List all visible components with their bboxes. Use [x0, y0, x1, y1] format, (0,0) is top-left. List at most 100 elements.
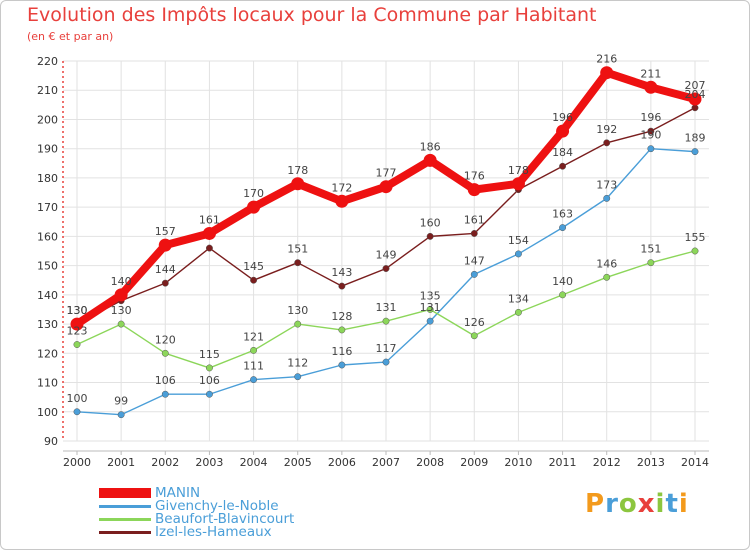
- data-point-3: [426, 232, 434, 240]
- data-point-1: [559, 224, 567, 232]
- data-point-0: [511, 177, 525, 191]
- data-label: 177: [376, 167, 397, 180]
- data-label: 211: [640, 67, 661, 80]
- logo-letter: r: [605, 489, 619, 519]
- data-label: 161: [464, 213, 485, 226]
- data-point-3: [647, 127, 655, 135]
- data-label: 196: [640, 111, 661, 124]
- data-label: 204: [685, 88, 706, 101]
- y-tick-label: 150: [37, 260, 58, 273]
- data-label: 147: [464, 254, 485, 267]
- data-point-2: [382, 317, 390, 325]
- data-label: 121: [243, 330, 264, 343]
- data-point-0: [114, 288, 128, 302]
- data-label: 154: [508, 234, 529, 247]
- data-label: 163: [552, 208, 573, 221]
- data-point-2: [338, 326, 346, 334]
- data-point-0: [423, 153, 437, 167]
- data-point-1: [73, 408, 81, 416]
- data-label: 151: [287, 243, 308, 256]
- data-point-2: [294, 320, 302, 328]
- legend-swatch: [99, 488, 151, 498]
- legend-label: Givenchy-le-Noble: [155, 498, 279, 514]
- legend-swatch: [99, 517, 151, 521]
- data-label: 207: [685, 79, 706, 92]
- data-point-0: [70, 317, 84, 331]
- data-label: 157: [155, 225, 176, 238]
- data-label: 128: [331, 310, 352, 323]
- data-point-2: [647, 259, 655, 267]
- legend-label: Beaufort-Blavincourt: [155, 511, 295, 527]
- data-point-3: [691, 104, 699, 112]
- data-label: 126: [464, 316, 485, 329]
- data-point-0: [644, 80, 658, 94]
- data-point-3: [559, 162, 567, 170]
- data-label: 112: [287, 357, 308, 370]
- data-label: 134: [508, 292, 529, 305]
- data-point-3: [161, 279, 169, 287]
- data-label: 111: [243, 360, 264, 373]
- data-label: 131: [420, 301, 441, 314]
- data-point-1: [382, 358, 390, 366]
- data-label: 184: [552, 146, 573, 159]
- logo-letter: o: [618, 489, 638, 519]
- y-tick-label: 90: [44, 435, 58, 448]
- data-point-0: [556, 124, 570, 138]
- data-point-2: [117, 320, 125, 328]
- y-tick-label: 110: [37, 377, 58, 390]
- data-label: 190: [640, 129, 661, 142]
- legend-label: Izel-les-Hameaux: [155, 524, 272, 540]
- y-tick-label: 180: [37, 172, 58, 185]
- y-tick-label: 100: [37, 406, 58, 419]
- logo-letter: t: [665, 489, 679, 519]
- data-point-3: [338, 282, 346, 290]
- x-tick-label: 2011: [549, 456, 577, 469]
- data-label: 176: [464, 170, 485, 183]
- data-point-1: [514, 250, 522, 258]
- legend-label: MANIN: [155, 485, 201, 501]
- data-point-1: [250, 376, 258, 384]
- data-point-2: [691, 247, 699, 255]
- data-label: 131: [376, 301, 397, 314]
- data-point-1: [117, 411, 125, 419]
- data-point-0: [335, 194, 349, 208]
- data-label: 99: [114, 395, 128, 408]
- data-point-2: [205, 364, 213, 372]
- data-label: 106: [155, 374, 176, 387]
- data-label: 130: [67, 304, 88, 317]
- x-tick-label: 2003: [195, 456, 223, 469]
- data-label: 100: [67, 392, 88, 405]
- x-tick-label: 2000: [63, 456, 91, 469]
- x-tick-label: 2013: [637, 456, 665, 469]
- data-point-1: [691, 148, 699, 156]
- logo-letter: i: [655, 489, 666, 519]
- data-point-0: [467, 183, 481, 197]
- x-tick-label: 2001: [107, 456, 135, 469]
- data-label: 120: [155, 333, 176, 346]
- y-tick-label: 210: [37, 84, 58, 97]
- data-point-0: [600, 66, 614, 80]
- data-point-2: [161, 349, 169, 357]
- data-point-3: [603, 139, 611, 147]
- data-label: 130: [67, 304, 88, 317]
- x-tick-label: 2009: [460, 456, 488, 469]
- y-tick-label: 220: [37, 55, 58, 68]
- data-label: 123: [67, 325, 88, 338]
- data-point-2: [514, 308, 522, 316]
- chart-title: Evolution des Impôts locaux pour la Comm…: [27, 4, 597, 26]
- data-point-0: [247, 200, 261, 214]
- data-point-0: [158, 238, 172, 252]
- data-point-2: [426, 306, 434, 313]
- data-label: 130: [111, 304, 132, 317]
- data-label: 116: [331, 345, 352, 358]
- legend-swatch: [99, 504, 151, 508]
- data-label: 135: [420, 289, 441, 302]
- x-tick-label: 2010: [504, 456, 532, 469]
- data-point-0: [379, 180, 393, 194]
- data-point-2: [603, 273, 611, 281]
- data-point-1: [647, 145, 655, 153]
- data-label: 140: [552, 275, 573, 288]
- data-label: 192: [596, 123, 617, 136]
- data-label: 130: [287, 304, 308, 317]
